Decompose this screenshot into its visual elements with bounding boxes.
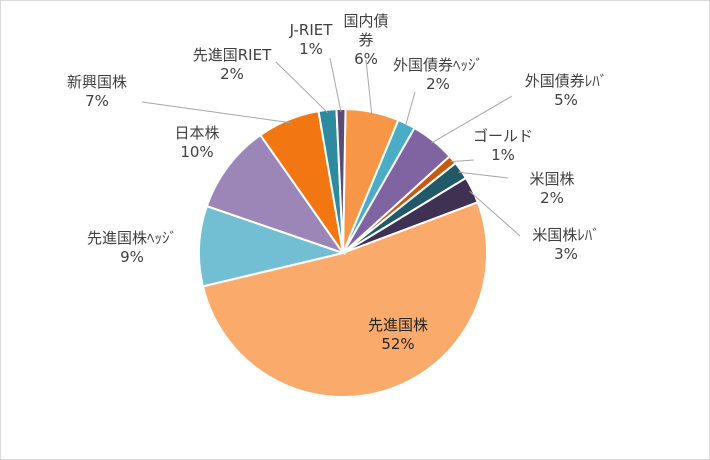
slice-percent-label: 6%: [354, 50, 378, 68]
slice-percent-label: 9%: [120, 248, 144, 266]
leader-line: [404, 91, 416, 127]
leader-line: [431, 95, 513, 144]
slice-category-label: 先進国株: [368, 316, 428, 334]
leader-line: [329, 57, 342, 113]
slice-percent-label: 7%: [85, 92, 109, 110]
leader-line: [365, 59, 373, 116]
leader-line: [275, 61, 329, 114]
slice-percent-label: 1%: [299, 40, 323, 58]
slice-category-label: 米国株: [529, 170, 574, 188]
leader-line: [141, 101, 290, 124]
slice-percent-label: 3%: [554, 245, 578, 263]
slice-percent-label: 2%: [220, 65, 244, 83]
pie-slice: [205, 133, 346, 255]
leader-line: [450, 159, 475, 163]
leader-line: [469, 190, 521, 237]
slice-percent-label: 2%: [426, 75, 450, 93]
slice-percent-label: 2%: [540, 189, 564, 207]
pie-slice: [198, 204, 347, 288]
slice-category-label: 国内債: [343, 12, 388, 30]
slice-percent-label: 52%: [381, 335, 414, 353]
pie-slice: [335, 107, 347, 254]
leader-line: [458, 171, 509, 179]
slice-category-label: 日本株: [174, 124, 219, 142]
slice-category-label: ゴールド: [473, 127, 533, 145]
slice-category-label: 米国株ﾚﾊﾞ: [532, 226, 600, 244]
pie-slice: [201, 201, 488, 398]
slice-percent-label: 5%: [554, 91, 578, 109]
slice-category-label: 先進国RIET: [193, 46, 272, 64]
slice-category-label: 先進国株ﾍｯｼﾞ: [87, 229, 177, 247]
slice-category-label: 券: [358, 31, 373, 49]
slice-category-label: 外国債券ﾚﾊﾞ: [525, 72, 608, 90]
slice-category-label: 外国債券ﾍｯｼﾞ: [393, 56, 483, 74]
slice-category-label: J-RIET: [289, 21, 334, 39]
slice-percent-label: 10%: [180, 143, 213, 161]
slice-category-label: 新興国株: [67, 73, 127, 91]
slice-percent-label: 1%: [491, 146, 515, 164]
